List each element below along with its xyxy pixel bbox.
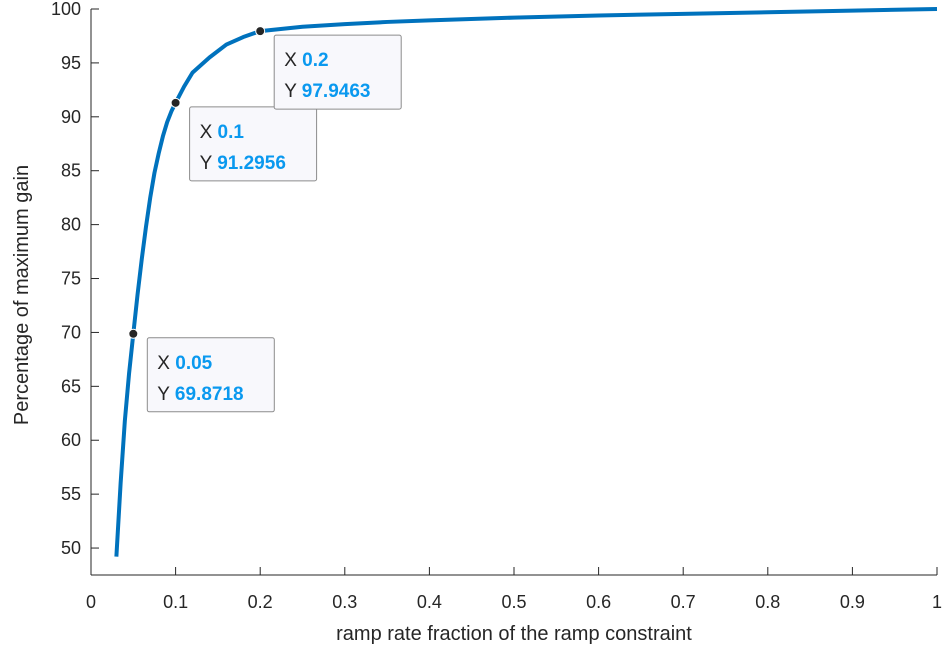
datatip-x-value: 0.2 (302, 50, 328, 71)
y-tick-label: 75 (61, 269, 81, 289)
datatip: X 0.2Y 97.9463 (255, 26, 402, 110)
datatip-box (146, 337, 275, 413)
datatip-marker (255, 26, 266, 37)
datatip-y-label: Y (200, 153, 218, 174)
y-tick-label: 95 (61, 53, 81, 73)
x-tick-label: 0.7 (671, 592, 696, 612)
datatip-x-label: X (284, 50, 302, 71)
series-layer (114, 7, 938, 557)
y-axis-label: Percentage of maximum gain (11, 165, 33, 425)
x-tick-label: 0.4 (417, 592, 442, 612)
x-tick-label: 0.8 (755, 592, 780, 612)
y-tick-label: 65 (61, 376, 81, 396)
datatip-x-label: X (200, 122, 218, 143)
datatip: X 0.05Y 69.8718 (128, 328, 275, 413)
datatip-y-label: Y (157, 384, 175, 405)
x-tick-label: 0.6 (586, 592, 611, 612)
datatip-y-row: Y 91.2956 (200, 153, 286, 174)
datatip-x-value: 0.1 (218, 122, 245, 143)
datatip-x-label: X (157, 353, 175, 374)
datatip-y-value: 69.8718 (175, 384, 244, 405)
datatip-y-row: Y 97.9463 (284, 81, 370, 102)
datatip-box (273, 34, 402, 110)
datatip-x-row: X 0.05 (157, 353, 212, 374)
datatip-marker (128, 328, 139, 339)
x-tick-label: 0 (86, 592, 96, 612)
y-tick-label: 80 (61, 215, 81, 235)
y-tick-label: 70 (61, 322, 81, 342)
axes: 0 0.1 0.2 0.3 0.4 0.5 0.6 0.7 0.8 0.9 1 50 55 60 65 70 7… (51, 0, 942, 612)
series-line (114, 7, 938, 557)
datatip-x-value: 0.05 (175, 353, 212, 374)
datatip-marker (170, 97, 181, 108)
y-tick-label: 55 (61, 484, 81, 504)
x-tick-label: 0.5 (501, 592, 526, 612)
x-tick-label: 1 (932, 592, 942, 612)
x-tick-label: 0.3 (332, 592, 357, 612)
y-tick-label: 50 (61, 538, 81, 558)
datatip-box (189, 106, 318, 182)
datatip-x-row: X 0.1 (200, 122, 245, 143)
datatip-y-label: Y (284, 81, 302, 102)
x-axis-label: ramp rate fraction of the ramp constrain… (336, 623, 692, 645)
x-tick-label: 0.2 (248, 592, 273, 612)
y-tick-label: 85 (61, 161, 81, 181)
datatip: X 0.1Y 91.2956 (170, 97, 318, 182)
x-tick-label: 0.9 (840, 592, 865, 612)
x-tick-label: 0.1 (163, 592, 188, 612)
datatip-y-value: 91.2956 (217, 153, 286, 174)
datatip-y-row: Y 69.8718 (157, 384, 243, 405)
y-tick-label: 60 (61, 430, 81, 450)
datatip-y-value: 97.9463 (302, 81, 371, 102)
datatip-x-row: X 0.2 (284, 50, 328, 71)
y-tick-label: 100 (51, 0, 81, 19)
y-tick-label: 90 (61, 107, 81, 127)
